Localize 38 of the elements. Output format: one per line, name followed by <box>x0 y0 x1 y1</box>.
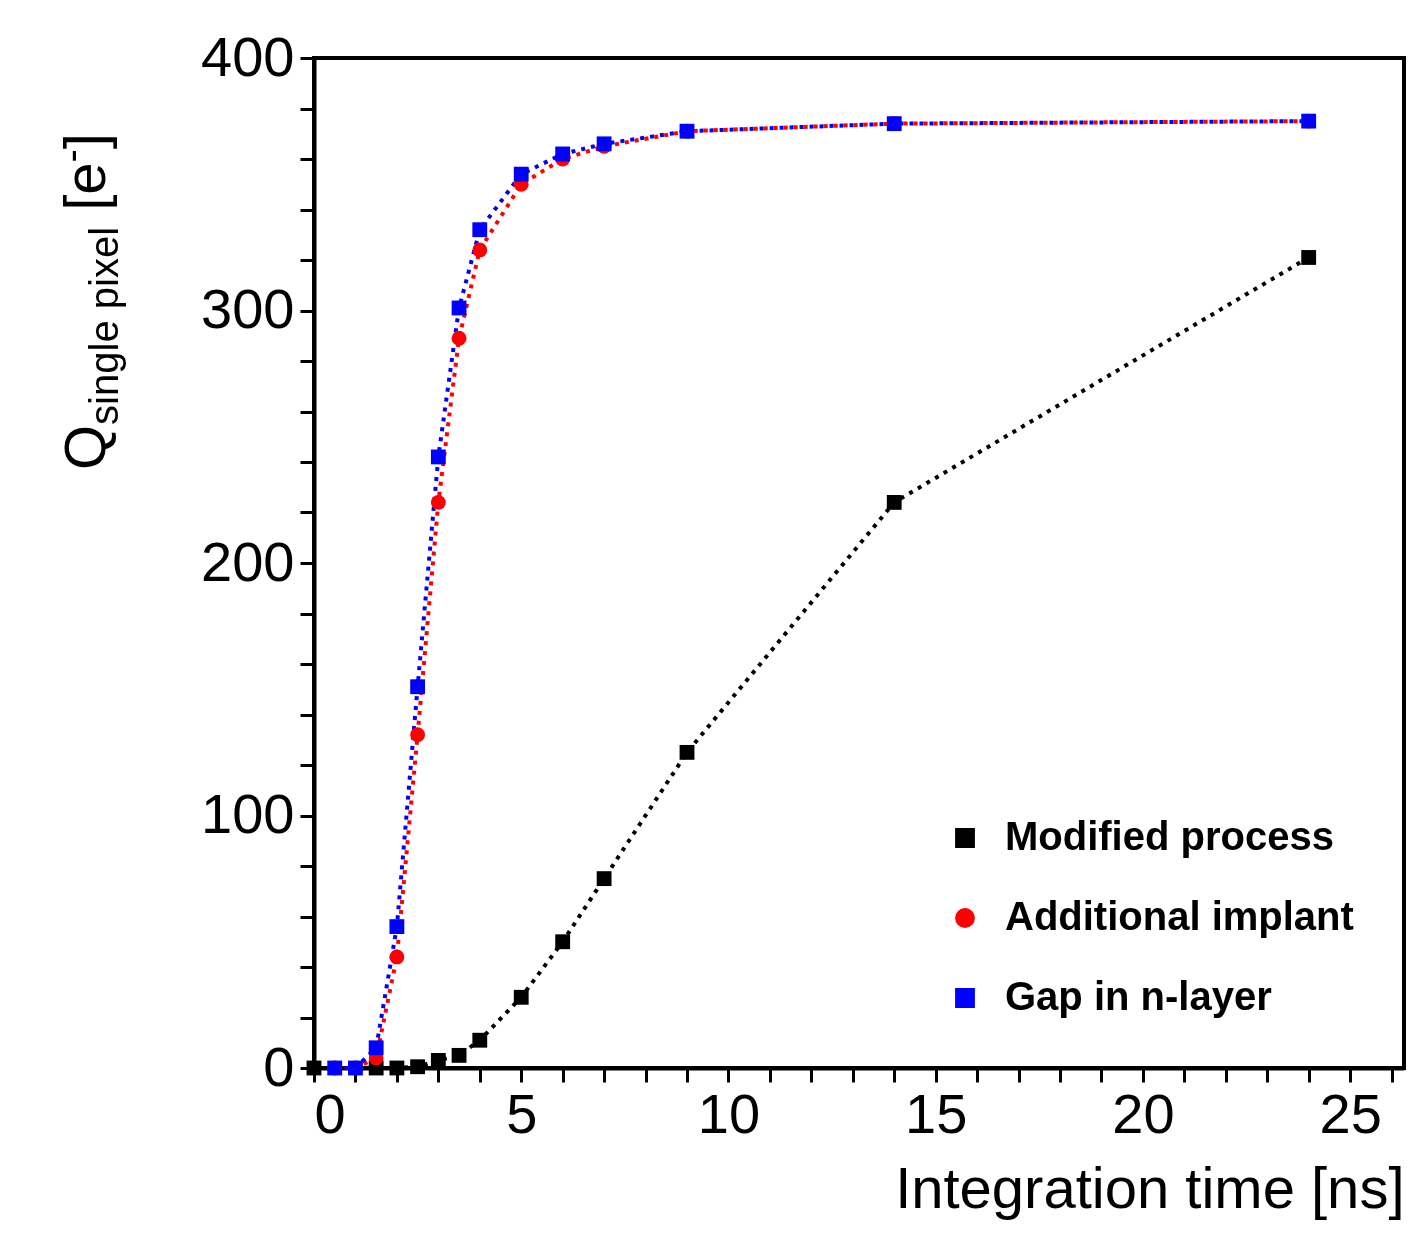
legend-label: Modified process <box>1005 814 1334 858</box>
point <box>389 1060 405 1076</box>
point <box>451 1047 467 1063</box>
legend-label: Gap in n-layer <box>1005 974 1272 1018</box>
point <box>679 744 695 760</box>
point <box>596 871 612 887</box>
x-tick-label: 15 <box>905 1081 968 1145</box>
point <box>513 166 529 182</box>
point <box>472 222 488 238</box>
point <box>389 949 405 965</box>
point <box>555 934 571 950</box>
x-tick-label: 5 <box>506 1081 538 1145</box>
point <box>472 242 488 258</box>
y-tick-label: 300 <box>201 277 295 340</box>
x-tick-label: 0 <box>314 1081 346 1145</box>
point <box>513 989 529 1005</box>
y-tick-label: 400 <box>201 24 295 88</box>
x-tick-label: 25 <box>1319 1081 1382 1145</box>
point <box>472 1032 488 1048</box>
legend-label: Additional implant <box>1005 894 1354 938</box>
point <box>410 1059 426 1075</box>
point <box>410 727 426 743</box>
point <box>451 330 467 346</box>
x-axis-title: Integration time [ns] <box>895 1154 1405 1220</box>
x-tick-label: 10 <box>697 1081 761 1145</box>
point <box>886 494 902 510</box>
point <box>1301 250 1317 265</box>
x-tick-label: 20 <box>1112 1081 1175 1145</box>
y-tick-label: 100 <box>201 782 295 845</box>
point <box>389 919 405 935</box>
point <box>430 495 446 510</box>
y-tick-label: 0 <box>263 1034 295 1098</box>
point <box>410 679 426 695</box>
point <box>368 1040 384 1056</box>
point <box>555 146 571 162</box>
point <box>430 449 446 465</box>
y-tick-label: 200 <box>201 529 295 593</box>
point <box>430 1053 446 1068</box>
